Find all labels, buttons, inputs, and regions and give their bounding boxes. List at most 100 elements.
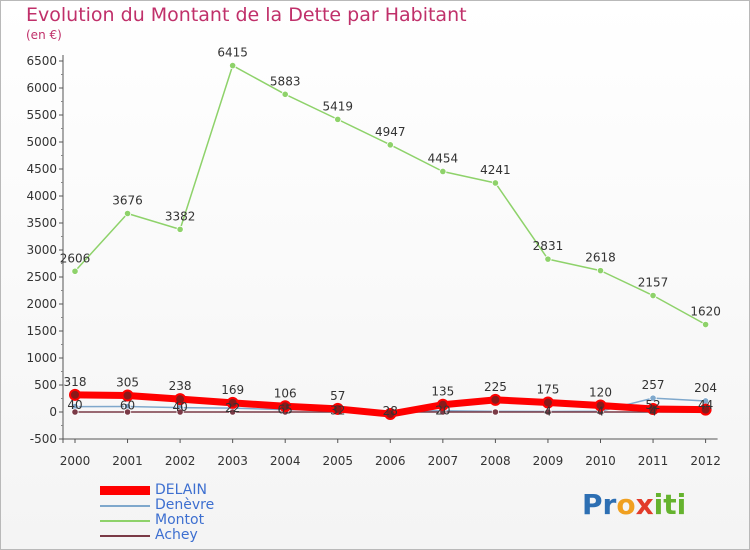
legend-label: Montot [155, 512, 205, 528]
legend-swatch [100, 520, 150, 522]
data-label: 4 [544, 405, 552, 419]
data-point [281, 90, 289, 98]
legend-label: DELAIN [155, 482, 207, 498]
data-label: 257 [642, 378, 665, 392]
legend-label: Achey [155, 527, 198, 543]
data-point [71, 267, 79, 275]
logo-letters: x [635, 488, 654, 521]
y-tick-label: 5000 [26, 135, 57, 149]
data-label: 28 [383, 404, 398, 418]
legend-swatch [100, 505, 150, 507]
data-label: 120 [589, 386, 612, 400]
data-point [279, 400, 292, 413]
data-label: 204 [694, 381, 717, 395]
data-label: 44 [698, 398, 713, 412]
data-point [596, 267, 605, 275]
data-label: 65 [278, 402, 293, 416]
x-tick-label: 2008 [480, 454, 511, 468]
data-label: 135 [431, 385, 454, 399]
data-label: 2157 [638, 276, 669, 290]
data-point [491, 408, 499, 416]
y-tick-label: 2000 [26, 297, 57, 311]
y-tick-label: 1000 [26, 351, 57, 365]
data-point [174, 393, 187, 406]
y-tick-label: 500 [34, 378, 57, 392]
legend-label: Denèvre [155, 497, 215, 513]
data-point [649, 394, 657, 402]
data-label: 22 [225, 401, 240, 415]
data-label: 2618 [585, 251, 616, 265]
data-point [229, 61, 237, 70]
x-tick-label: 2002 [165, 454, 196, 468]
data-label: 238 [169, 379, 192, 393]
data-label: 4947 [375, 125, 406, 139]
x-tick-label: 2000 [60, 454, 91, 468]
x-tick-label: 2003 [217, 454, 248, 468]
x-tick-label: 2010 [585, 454, 616, 468]
data-point [701, 320, 710, 329]
x-tick-label: 2007 [428, 454, 459, 468]
y-tick-label: 6000 [26, 81, 57, 95]
x-tick-label: 2004 [270, 454, 301, 468]
logo-letters: iti [653, 488, 687, 521]
data-point [384, 408, 397, 421]
data-point [121, 389, 134, 402]
data-point [544, 408, 552, 416]
data-label: 2831 [533, 239, 564, 253]
data-point [439, 167, 447, 176]
data-label: 4 [597, 405, 605, 419]
data-point [226, 396, 239, 409]
data-point [71, 408, 79, 416]
data-label: 52 [645, 398, 660, 412]
data-label: 4241 [480, 163, 511, 177]
y-tick-label: 6500 [26, 54, 57, 68]
y-tick-label: 0 [49, 405, 57, 419]
data-label: 305 [116, 376, 139, 390]
data-label: 3382 [165, 209, 196, 223]
data-point [176, 408, 184, 416]
logo-letters: Pr [582, 488, 617, 521]
data-point [331, 402, 344, 415]
x-tick-label: 2006 [375, 454, 406, 468]
y-tick-label: -500 [30, 432, 57, 446]
chart-title: Evolution du Montant de la Dette par Hab… [26, 4, 467, 26]
data-label: 4 [649, 405, 657, 419]
data-label: 318 [64, 375, 87, 389]
data-point [176, 225, 184, 233]
legend-swatch [100, 535, 150, 537]
y-tick-label: 4500 [26, 162, 57, 176]
data-label: 5883 [270, 74, 301, 88]
chart-unit: (en €) [26, 28, 62, 42]
y-tick-label: 3500 [26, 216, 57, 230]
y-tick-label: 1500 [26, 324, 57, 338]
data-point [699, 403, 712, 416]
data-label: 5419 [322, 99, 353, 113]
y-tick-label: 2500 [26, 270, 57, 284]
x-tick-label: 2012 [690, 454, 721, 468]
data-label: 60 [120, 398, 135, 412]
legend-swatch [100, 486, 150, 495]
data-label: 6415 [217, 46, 248, 60]
data-label: 106 [274, 386, 297, 400]
data-point [544, 255, 552, 263]
x-tick-label: 2001 [112, 454, 143, 468]
data-point [489, 393, 502, 406]
data-label: 169 [221, 383, 244, 397]
data-point [594, 399, 607, 412]
logo-letters: o [616, 488, 636, 521]
data-label: 175 [536, 383, 559, 397]
data-point [123, 408, 132, 416]
data-point [541, 396, 554, 409]
data-point [647, 402, 660, 415]
data-label: 2606 [60, 251, 91, 265]
data-point [69, 388, 81, 401]
data-point [649, 291, 657, 300]
data-label: 40 [172, 400, 187, 414]
data-label: 4454 [428, 151, 459, 165]
data-label: 32 [330, 404, 345, 418]
x-tick-label: 2011 [638, 454, 669, 468]
y-tick-label: 5500 [26, 108, 57, 122]
data-point [491, 179, 499, 187]
